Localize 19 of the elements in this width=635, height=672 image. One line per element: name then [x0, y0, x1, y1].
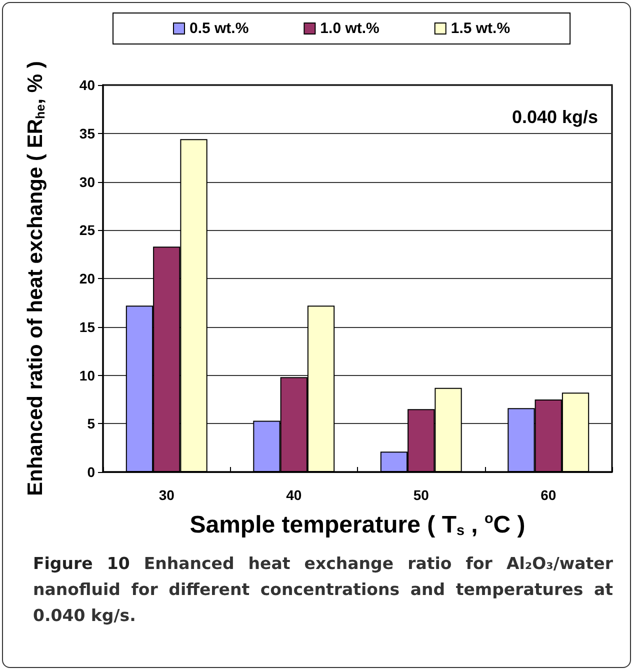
y-tick-label: 15 [79, 318, 96, 335]
annotation: 0.040 kg/s [512, 107, 598, 127]
y-tick-label: 10 [79, 367, 96, 384]
y-tick-label: 40 [79, 77, 96, 93]
y-tick-label: 5 [87, 416, 96, 432]
legend-label: 1.0 wt.% [320, 20, 380, 37]
x-tick-label: 30 [158, 487, 175, 503]
legend-label: 0.5 wt.% [190, 20, 249, 37]
x-tick-label: 60 [540, 487, 556, 503]
x-tick-label: 40 [286, 487, 302, 503]
y-tick-label: 25 [79, 222, 96, 238]
y-tick-label: 30 [79, 174, 96, 190]
y-axis-title: Enhanced ratio of heat exchange ( ERhe, % ) [24, 61, 48, 496]
y-tick-label: 35 [79, 125, 96, 142]
caption: Figure 10 Enhanced heat exchange ratio for Al₂O₃/water nanofluid for different concentrations and temperatures at 0.040 kg/s. [33, 553, 613, 627]
y-tick-label: 20 [79, 270, 96, 286]
y-tick-label: 0 [87, 464, 96, 480]
x-tick-label: 50 [413, 487, 430, 503]
legend-label: 1.5 wt.% [450, 20, 510, 37]
